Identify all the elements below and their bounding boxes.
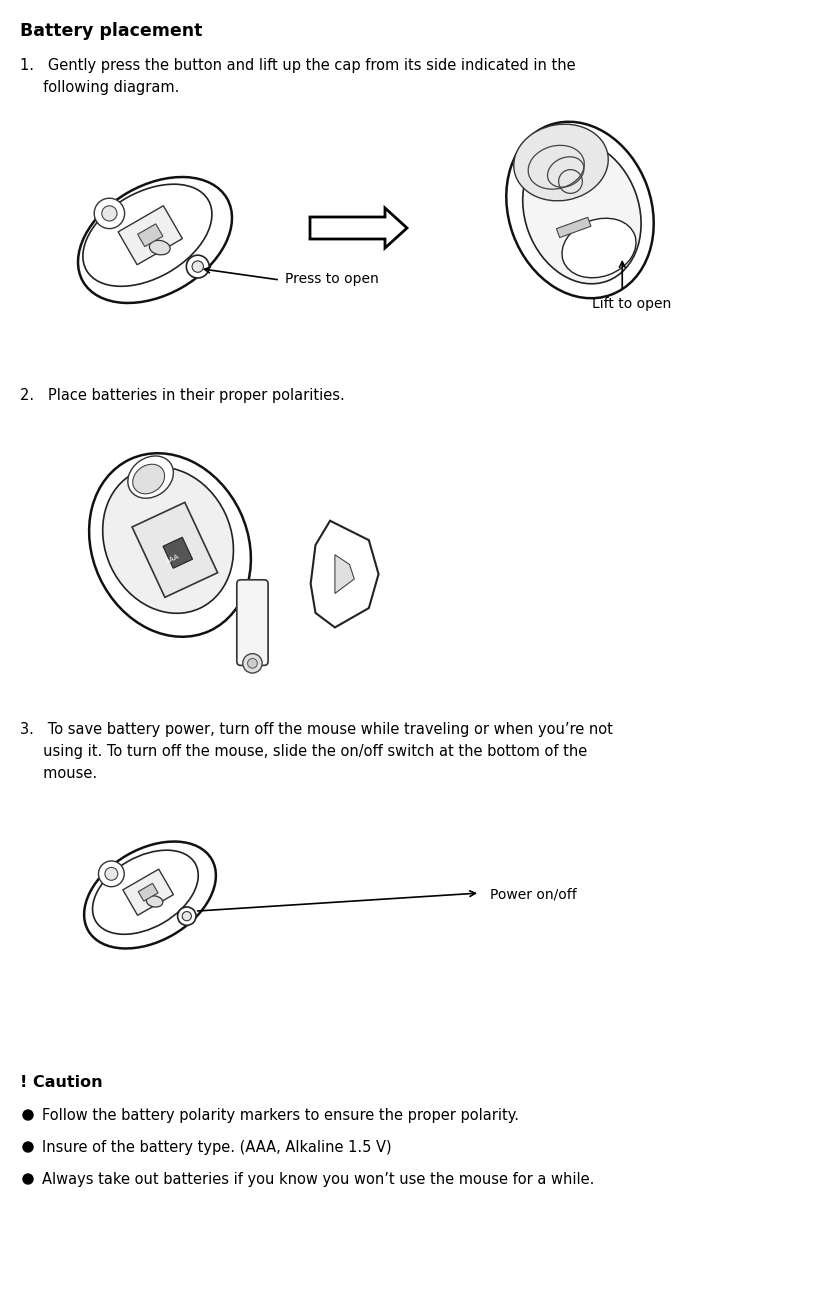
- Ellipse shape: [84, 841, 216, 948]
- Text: following diagram.: following diagram.: [20, 80, 180, 95]
- Circle shape: [23, 1142, 33, 1152]
- Ellipse shape: [93, 850, 198, 934]
- Text: Insure of the battery type. (AAA, Alkaline 1.5 V): Insure of the battery type. (AAA, Alkali…: [42, 1140, 392, 1155]
- Circle shape: [98, 860, 124, 886]
- Text: ! Caution: ! Caution: [20, 1075, 102, 1090]
- Circle shape: [23, 1109, 33, 1120]
- Polygon shape: [311, 521, 379, 627]
- Text: using it. To turn off the mouse, slide the on/off switch at the bottom of the: using it. To turn off the mouse, slide t…: [20, 744, 587, 759]
- Text: mouse.: mouse.: [20, 766, 97, 780]
- Polygon shape: [138, 884, 158, 902]
- Ellipse shape: [514, 124, 608, 201]
- Circle shape: [243, 654, 262, 673]
- Circle shape: [177, 907, 196, 925]
- Text: Always take out batteries if you know you won’t use the mouse for a while.: Always take out batteries if you know yo…: [42, 1173, 594, 1187]
- Polygon shape: [335, 555, 354, 593]
- Circle shape: [248, 658, 257, 668]
- Ellipse shape: [150, 240, 170, 255]
- Polygon shape: [556, 217, 591, 237]
- Ellipse shape: [83, 184, 212, 286]
- Text: 3.   To save battery power, turn off the mouse while traveling or when you’re no: 3. To save battery power, turn off the m…: [20, 722, 613, 737]
- Text: 2.   Place batteries in their proper polarities.: 2. Place batteries in their proper polar…: [20, 388, 345, 402]
- Ellipse shape: [146, 895, 163, 907]
- Circle shape: [182, 912, 191, 921]
- Text: Power on/off: Power on/off: [490, 888, 576, 900]
- Circle shape: [94, 199, 124, 228]
- FancyBboxPatch shape: [237, 579, 268, 666]
- Ellipse shape: [78, 177, 232, 303]
- Text: Follow the battery polarity markers to ensure the proper polarity.: Follow the battery polarity markers to e…: [42, 1108, 519, 1124]
- Polygon shape: [163, 537, 193, 569]
- Circle shape: [23, 1174, 33, 1184]
- Ellipse shape: [523, 141, 641, 284]
- Ellipse shape: [102, 467, 233, 613]
- Text: Press to open: Press to open: [285, 272, 379, 286]
- Polygon shape: [137, 224, 163, 246]
- Text: Lift to open: Lift to open: [592, 297, 672, 311]
- Circle shape: [105, 867, 118, 880]
- Text: AAA: AAA: [165, 553, 180, 565]
- Text: 1.   Gently press the button and lift up the cap from its side indicated in the: 1. Gently press the button and lift up t…: [20, 58, 576, 74]
- Text: Battery placement: Battery placement: [20, 22, 202, 40]
- FancyArrow shape: [310, 208, 407, 248]
- Ellipse shape: [89, 453, 251, 637]
- Circle shape: [186, 255, 209, 279]
- Ellipse shape: [506, 121, 654, 298]
- Ellipse shape: [128, 455, 173, 498]
- Polygon shape: [118, 205, 182, 264]
- Polygon shape: [123, 869, 173, 916]
- Ellipse shape: [133, 464, 164, 494]
- Ellipse shape: [562, 218, 636, 277]
- Circle shape: [102, 206, 117, 221]
- Circle shape: [192, 261, 203, 272]
- Polygon shape: [132, 502, 218, 597]
